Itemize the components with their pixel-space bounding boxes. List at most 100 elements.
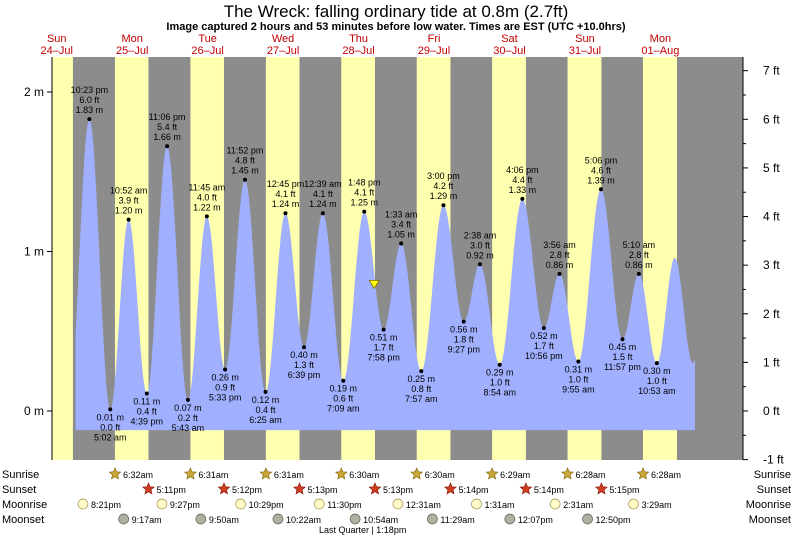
moonrise-icon	[392, 498, 404, 510]
day-labels: Sun24–JulMon25–JulTue26–JulWed27–JulThu2…	[41, 33, 680, 57]
sunrise-icon	[259, 467, 273, 480]
day-label-dow: Fri	[428, 33, 441, 45]
sunrise-time: 6:28am	[651, 470, 681, 480]
tide-point-label: 1:48 pm	[348, 178, 381, 188]
sunset-time: 5:12pm	[232, 485, 262, 495]
tide-point-dot	[302, 345, 307, 350]
tide-point-dot	[87, 117, 92, 122]
tide-point-label: 11:52 pm	[227, 146, 264, 156]
tide-point-label: 0.4 ft	[256, 405, 277, 415]
y-tick-label-right: 5 ft	[763, 161, 780, 175]
low-tide-point: 0.25 m0.8 ft7:57 am	[405, 369, 438, 404]
moonrise-event: 2:31am	[549, 498, 593, 510]
tide-point-label: 10:52 am	[110, 186, 148, 196]
tide-point-label: 3:00 pm	[427, 171, 460, 181]
y-tick-label-left: 2 m	[24, 85, 44, 99]
sunset-icon	[443, 482, 457, 495]
moonset-event: 12:07pm	[504, 513, 553, 525]
tide-point-label: 4.1 ft	[275, 189, 296, 199]
sunset-icon	[519, 482, 533, 495]
day-label-date: 27–Jul	[267, 45, 299, 57]
moonrise-event: 11:30pm	[313, 498, 362, 510]
tide-point-label: 1.33 m	[509, 185, 537, 195]
low-tide-point: 0.12 m0.4 ft6:25 am	[249, 389, 282, 425]
moonrise-event: 9:27pm	[156, 498, 200, 510]
y-tick-label-right: 7 ft	[763, 64, 780, 78]
tide-point-label: 1.83 m	[76, 105, 104, 115]
tide-point-label: 6:39 pm	[288, 370, 321, 380]
low-tide-point: 0.26 m0.9 ft5:33 pm	[209, 367, 241, 403]
day-label-dow: Tue	[198, 33, 217, 45]
day-label-date: 29–Jul	[418, 45, 450, 57]
moonset-icon	[118, 513, 129, 525]
plot-area: 10:23 pm6.0 ft1.83 m 0.01 m0.0 ft5:02 am 1…	[52, 57, 743, 460]
tide-point-label: 1.22 m	[193, 202, 221, 212]
tide-point-label: 0.4 ft	[137, 406, 158, 416]
tide-point-label: 3.0 ft	[470, 240, 491, 250]
sunset-time: 5:13pm	[383, 485, 413, 495]
high-tide-point: 10:23 pm6.0 ft1.83 m	[71, 85, 108, 122]
tide-point-label: 0.25 m	[408, 374, 436, 384]
tide-point-label: 6.0 ft	[79, 95, 100, 105]
tide-point-label: 7:58 pm	[367, 353, 400, 363]
tide-point-label: 1.20 m	[115, 206, 143, 216]
moonset-icon	[427, 513, 438, 525]
high-tide-point: 12:45 pm4.1 ft1.24 m	[267, 179, 304, 216]
day-label-dow: Sun	[47, 33, 67, 45]
tide-point-label: 0.01 m	[97, 412, 125, 422]
tide-point-dot	[341, 378, 346, 383]
tide-point-label: 4.1 ft	[313, 189, 334, 199]
tide-point-label: 0.12 m	[252, 395, 280, 405]
tide-point-label: 0.11 m	[133, 396, 160, 406]
y-tick-label-left: 1 m	[24, 245, 44, 259]
tide-point-label: 10:56 pm	[525, 351, 563, 361]
tide-point-label: 1.7 ft	[534, 341, 555, 351]
moonset-icon	[582, 513, 593, 525]
tide-point-label: 0.31 m	[565, 365, 593, 375]
sunrise-icon	[108, 467, 122, 480]
tide-point-dot	[185, 397, 190, 402]
tide-point-label: 9:55 am	[562, 385, 595, 395]
tide-point-label: 1.0 ft	[647, 376, 668, 386]
tide-point-label: 0.86 m	[625, 260, 653, 270]
tide-point-label: 0.8 ft	[411, 384, 432, 394]
sunset-icon	[594, 482, 608, 495]
day-label-dow: Wed	[272, 33, 294, 45]
astronomy-events: Sunrise Sunrise 6:32am 6:31am 6:31am 6:30am 6:…	[2, 467, 791, 526]
sunrise-event: 6:31am	[259, 467, 304, 480]
moonrise-time: 3:29am	[642, 500, 672, 510]
high-tide-point: 11:06 pm5.4 ft1.66 m	[149, 112, 186, 149]
tide-point-label: 3.4 ft	[391, 220, 412, 230]
moonset-icon	[272, 513, 284, 525]
tide-point-label: 5:06 pm	[585, 155, 618, 165]
high-tide-point: 2:38 am3.0 ft0.92 m	[464, 230, 496, 267]
tide-point-dot	[144, 391, 149, 396]
sunset-time: 5:11pm	[156, 485, 185, 495]
moonset-event: 9:17am	[118, 513, 162, 525]
moonrise-time: 8:21pm	[91, 500, 121, 510]
current-level-marker	[368, 279, 380, 290]
day-label-dow: Mon	[121, 33, 142, 45]
sunrise-event: 6:28am	[636, 467, 681, 480]
moonset-time: 12:50pm	[596, 515, 631, 525]
tide-point-dot	[263, 389, 268, 394]
tide-point-label: 7:09 am	[327, 404, 360, 414]
tide-point-dot	[620, 337, 625, 342]
sunrise-icon	[561, 467, 574, 480]
moon-phase-note: Last Quarter | 1:18pm	[319, 525, 406, 535]
y-tick-label-right: 0 ft	[763, 404, 780, 418]
tide-point-dot	[108, 407, 113, 412]
tide-point-label: 1.0 ft	[568, 375, 589, 385]
sunset-event: 5:12pm	[217, 482, 262, 495]
tide-point-label: 3:56 am	[543, 240, 576, 250]
tide-point-dot	[654, 361, 659, 366]
tide-point-dot	[381, 327, 386, 332]
day-label-date: 01–Aug	[641, 45, 679, 57]
sunrise-event: 6:28am	[561, 467, 606, 480]
tide-point-label: 0.45 m	[609, 342, 637, 352]
sunset-icon	[293, 482, 306, 495]
tide-point-dot	[636, 271, 641, 276]
high-tide-point: 11:52 pm4.8 ft1.45 m	[227, 146, 264, 182]
sunrise-event: 6:30am	[410, 467, 455, 480]
